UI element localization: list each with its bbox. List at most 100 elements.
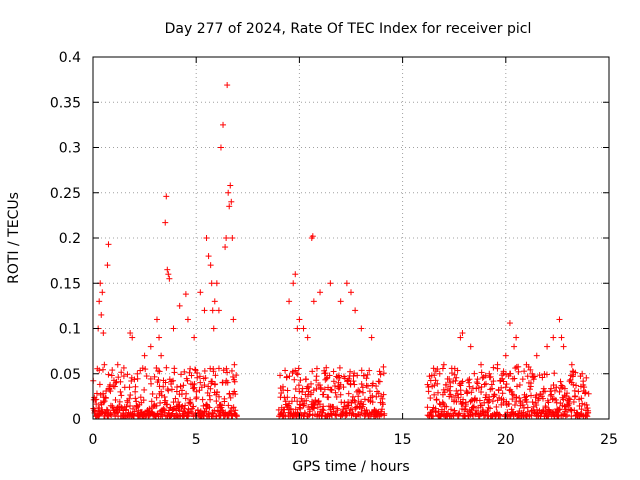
data-point <box>446 387 453 394</box>
data-point <box>222 244 229 251</box>
data-point <box>137 394 144 401</box>
data-point <box>548 391 555 398</box>
data-point <box>439 365 446 372</box>
grid-lines <box>93 57 609 419</box>
data-point <box>161 394 168 401</box>
data-point <box>133 402 140 409</box>
data-point <box>519 376 526 383</box>
data-point <box>431 372 438 379</box>
data-point <box>153 402 160 409</box>
data-point <box>336 374 343 381</box>
data-point <box>355 387 362 394</box>
data-point <box>583 374 590 381</box>
data-point <box>182 402 189 409</box>
data-point <box>527 366 534 373</box>
data-point <box>227 408 234 415</box>
data-point <box>131 376 138 383</box>
data-point <box>194 369 201 376</box>
data-point <box>443 381 450 388</box>
data-point <box>542 388 549 395</box>
data-point <box>223 365 230 372</box>
data-point <box>147 343 154 350</box>
data-point <box>539 395 546 402</box>
data-point <box>371 406 378 413</box>
data-point <box>352 307 359 314</box>
data-point <box>210 325 217 332</box>
data-point <box>483 409 490 416</box>
data-point <box>325 394 332 401</box>
data-point <box>425 384 432 391</box>
data-point <box>192 366 199 373</box>
data-point <box>364 382 371 389</box>
data-point <box>294 325 301 332</box>
data-point <box>381 410 388 417</box>
data-point <box>499 390 506 397</box>
data-point <box>232 391 239 398</box>
data-point <box>570 398 577 405</box>
data-points <box>90 82 592 420</box>
data-point <box>550 334 557 341</box>
data-point <box>108 372 115 379</box>
data-point <box>350 373 357 380</box>
data-point <box>556 316 563 323</box>
data-point <box>201 382 208 389</box>
data-point <box>117 388 124 395</box>
data-point <box>283 373 290 380</box>
data-point <box>528 392 535 399</box>
data-point <box>369 399 376 406</box>
data-point <box>279 383 286 390</box>
data-point <box>98 311 105 318</box>
data-point <box>533 392 540 399</box>
data-point <box>463 388 470 395</box>
data-point <box>220 121 227 128</box>
data-point <box>199 396 206 403</box>
data-point <box>309 368 316 375</box>
data-point <box>515 368 522 375</box>
data-point <box>105 241 112 248</box>
data-point <box>471 403 478 410</box>
data-point <box>177 371 184 378</box>
data-point <box>521 368 528 375</box>
data-point <box>435 408 442 415</box>
data-point <box>434 366 441 373</box>
data-point <box>333 411 340 418</box>
data-point <box>578 406 585 413</box>
data-point <box>177 383 184 390</box>
data-point <box>478 369 485 376</box>
data-point <box>473 385 480 392</box>
data-point <box>296 404 303 411</box>
y-tick-label: 0.05 <box>50 367 81 383</box>
data-point <box>100 390 107 397</box>
data-point <box>366 367 373 374</box>
data-point <box>376 378 383 385</box>
data-point <box>316 401 323 408</box>
data-point <box>212 372 219 379</box>
data-point <box>100 399 107 406</box>
data-point <box>321 386 328 393</box>
data-point <box>206 404 213 411</box>
data-point <box>158 388 165 395</box>
data-point <box>584 405 591 412</box>
data-point <box>533 352 540 359</box>
data-point <box>349 410 356 417</box>
data-point <box>216 393 223 400</box>
data-point <box>332 389 339 396</box>
data-point <box>96 298 103 305</box>
data-point <box>380 363 387 370</box>
data-point <box>369 392 376 399</box>
data-point <box>163 193 170 200</box>
data-point <box>465 379 472 386</box>
data-point <box>482 380 489 387</box>
data-point <box>190 403 197 410</box>
data-point <box>504 409 511 416</box>
data-point <box>118 369 125 376</box>
data-point <box>354 372 361 379</box>
data-point <box>306 411 313 418</box>
data-point <box>148 380 155 387</box>
data-point <box>232 407 239 414</box>
data-point <box>507 370 514 377</box>
data-point <box>486 370 493 377</box>
data-point <box>458 391 465 398</box>
data-point <box>513 383 520 390</box>
data-point <box>215 365 222 372</box>
